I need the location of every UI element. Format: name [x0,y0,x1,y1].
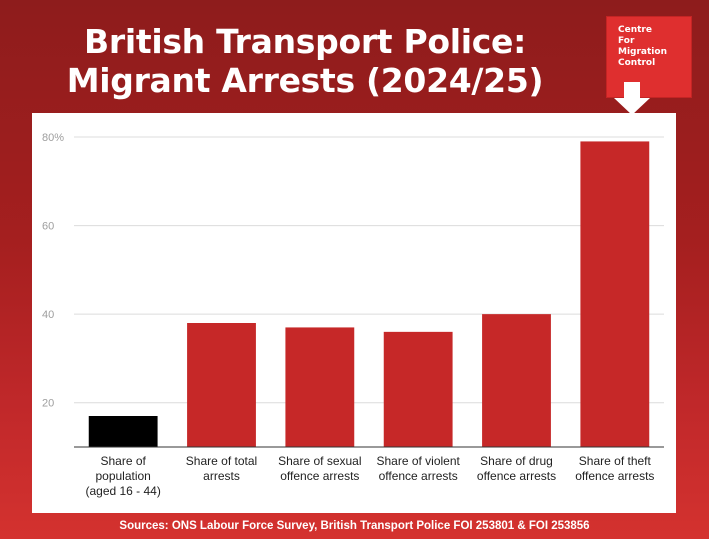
chart-panel: 20 40 60 80% Share of population (aged 16 - 4… [32,113,676,513]
x-tick-label: Share of theft offence arrests [575,454,654,483]
bar [88,416,158,447]
sources-note: Sources: ONS Labour Force Survey, Britis… [119,520,590,532]
x-tick-label: Share of sexual offence arrests [278,454,361,483]
bar [580,141,650,447]
y-tick-label: 80% [42,132,64,144]
x-axis-labels: Share of population (aged 16 - 44) Share of… [85,454,654,498]
y-tick-label: 40 [42,309,54,321]
x-tick-label: Share of violent offence arrests [376,454,460,483]
logo-line-1: Centre [618,25,652,35]
y-tick-label: 20 [42,398,54,410]
logo-line-4: Control [618,58,656,68]
bar [482,314,551,447]
bars [88,141,650,447]
chart-title: British Transport Police: Migrant Arrest… [66,22,544,100]
x-tick-label: Share of population (aged 16 - 44) [85,454,160,498]
down-arrow-icon [614,82,650,115]
bar [285,327,355,447]
y-axis-ticks: 20 40 60 80% [42,132,64,410]
bar-chart: 20 40 60 80% Share of population (aged 16 - 4… [42,132,664,498]
gridlines [74,136,664,404]
logo-line-2: For [618,36,635,46]
centre-for-migration-control-logo: Centre For Migration Control [606,16,692,98]
x-tick-label: Share of drug offence arrests [477,454,556,483]
x-tick-label: Share of total arrests [186,454,257,483]
y-tick-label: 60 [42,221,54,233]
bar [187,323,256,447]
logo-line-3: Migration [618,47,667,57]
bar [383,331,453,447]
